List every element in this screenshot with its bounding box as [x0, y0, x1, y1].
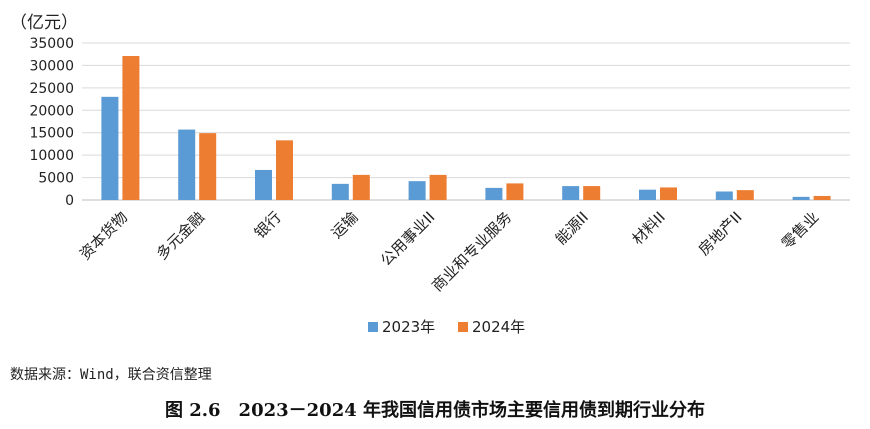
category-label: 公用事业II	[377, 208, 438, 269]
legend: 2023年 2024年	[368, 318, 525, 336]
y-tick-label: 5000	[38, 171, 74, 187]
category-label: 多元金融	[153, 208, 208, 263]
category-label: 运输	[328, 208, 362, 242]
legend-swatch	[458, 322, 468, 332]
figure-caption: 图 2.6 2023－2024 年我国信用债市场主要信用债到期行业分布	[164, 400, 706, 421]
legend-label: 2024年	[472, 318, 525, 336]
bar-2024	[276, 140, 293, 200]
bar-2024	[352, 174, 370, 200]
category-label: 银行	[251, 208, 285, 242]
legend-label: 2023年	[382, 318, 435, 336]
y-axis-ticks: 0 5000 10000 15000 20000 25000 30000 35000	[29, 36, 74, 209]
bar-2023	[331, 183, 349, 200]
bar-2024	[813, 195, 831, 200]
category-label: 材料II	[629, 208, 669, 248]
y-tick-label: 30000	[29, 58, 74, 74]
data-source-note: 数据来源：Wind，联合资信整理	[10, 367, 212, 383]
y-axis-unit-label: （亿元）	[10, 13, 78, 33]
bar-2024	[122, 56, 140, 200]
bar-2023	[715, 191, 733, 200]
bar-2024	[583, 186, 601, 200]
gridlines	[82, 42, 850, 201]
bar-2023	[255, 169, 272, 200]
bar-chart: 0 5000 10000 15000 20000 25000 30000 35000 资本货物…	[29, 36, 850, 336]
bar-2023	[639, 189, 656, 200]
legend-swatch	[368, 322, 378, 332]
y-tick-label: 20000	[29, 103, 74, 119]
bar-2023	[101, 96, 119, 200]
bar-2024	[660, 187, 677, 200]
bar-2023	[792, 196, 810, 200]
y-tick-label: 0	[65, 193, 74, 209]
category-label: 资本货物	[76, 208, 131, 263]
bars	[101, 56, 831, 200]
category-label: 能源II	[552, 208, 592, 248]
bar-2023	[485, 187, 503, 200]
y-tick-label: 35000	[29, 36, 74, 52]
category-label: 零售业	[778, 208, 823, 253]
bar-2023	[562, 186, 580, 200]
bar-2023	[408, 181, 426, 200]
y-tick-label: 25000	[29, 81, 74, 97]
bar-2024	[736, 190, 754, 200]
bar-2023	[178, 129, 196, 200]
y-tick-label: 15000	[29, 126, 74, 142]
category-label: 商业和专业服务	[428, 208, 515, 295]
y-tick-label: 10000	[29, 148, 74, 164]
category-label: 房地产II	[695, 208, 746, 259]
bar-2024	[506, 183, 524, 200]
bar-2024	[429, 174, 447, 200]
bar-2024	[199, 133, 217, 200]
